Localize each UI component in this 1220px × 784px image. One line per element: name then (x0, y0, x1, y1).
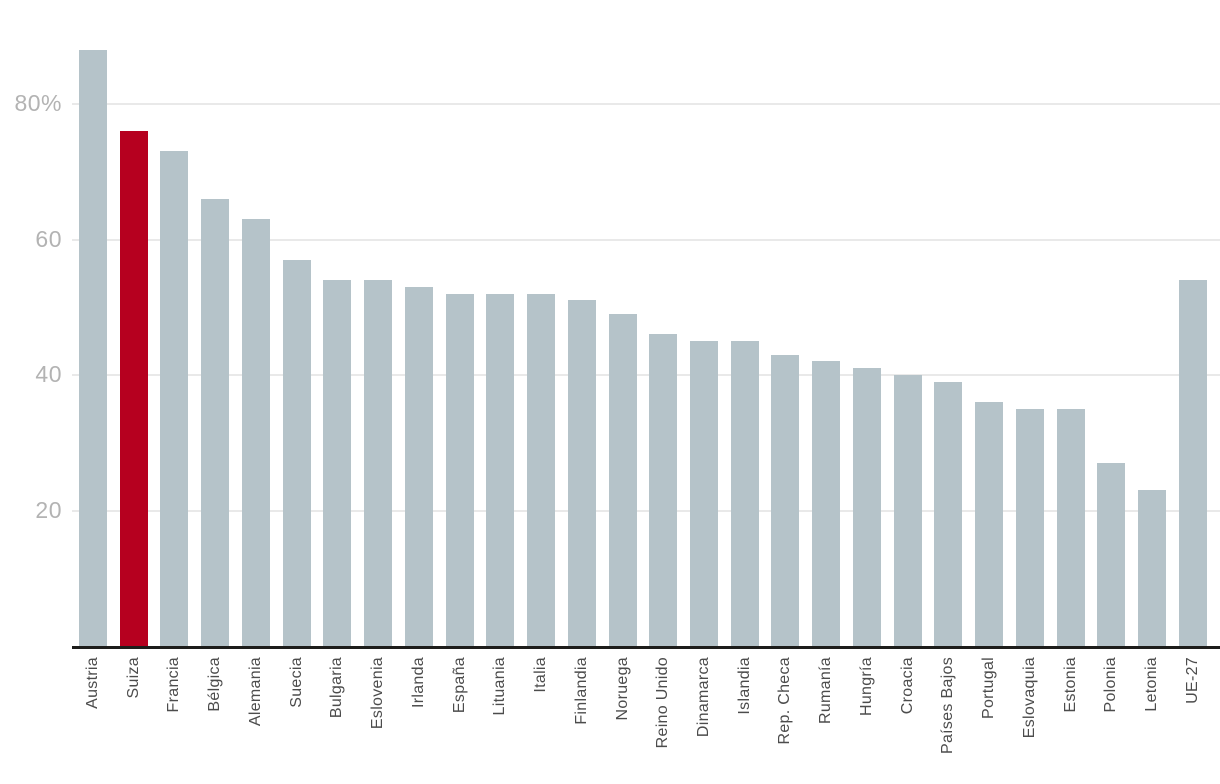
y-axis-tick-label: 20 (35, 496, 62, 523)
category-label-rep-checa: Rep. Checa (771, 657, 799, 784)
bar-letonia (1138, 490, 1167, 646)
x-axis-labels: Austria Suiza Francia Bélgica Alemania Suecia… (79, 657, 1207, 784)
gridline-60 (72, 238, 1220, 241)
category-label-text: Islandia (735, 657, 753, 715)
category-label-irlanda: Irlanda (405, 657, 433, 784)
category-label-text: Austria (84, 657, 101, 709)
category-label-noruega: Noruega (609, 657, 637, 784)
category-label-italia: Italia (527, 657, 555, 784)
category-label-text: Noruega (613, 657, 631, 721)
bar-espa-a (445, 294, 474, 646)
y-axis-tick-label: 80% (14, 90, 62, 116)
category-label-text: Suiza (124, 657, 142, 699)
category-label-b-lgica: Bélgica (201, 657, 229, 784)
bar-pa-ses-bajos (934, 382, 963, 646)
bar-islandia (730, 341, 759, 646)
category-label-text: Alemania (246, 657, 264, 727)
category-label-text: Francia (165, 657, 183, 713)
bar-ue-27 (1178, 280, 1207, 646)
category-label-espa-a: España (446, 657, 474, 784)
category-label-islandia: Islandia (731, 657, 759, 784)
bar-suecia (282, 260, 311, 646)
category-label-eslovenia: Eslovenia (364, 657, 392, 784)
category-label-text: Dinamarca (695, 657, 713, 738)
category-label-text: Irlanda (409, 657, 427, 709)
category-label-eslovaquia: Eslovaquia (1016, 657, 1044, 784)
category-label-letonia: Letonia (1138, 657, 1166, 784)
bar-croacia (893, 375, 922, 646)
category-label-francia: Francia (160, 657, 188, 784)
category-label-text: Letonia (1143, 657, 1161, 712)
category-label-ruman-a: Rumanía (812, 657, 840, 784)
bar-eslovaquia (1015, 409, 1044, 646)
category-label-text: Lituania (491, 657, 509, 716)
category-label-text: Hungría (857, 657, 875, 717)
bar-suiza (119, 131, 148, 646)
category-label-dinamarca: Dinamarca (690, 657, 718, 784)
bar-eslovenia (364, 280, 393, 646)
category-label-text: Rep. Checa (776, 657, 794, 745)
bar-hungr-a (852, 368, 881, 646)
category-label-bulgaria: Bulgaria (323, 657, 351, 784)
category-label-text: Italia (532, 657, 550, 693)
category-label-text: Eslovaquia (1020, 657, 1038, 739)
category-label-text: Croacia (898, 657, 916, 715)
category-label-text: Países Bajos (939, 657, 957, 754)
x-axis-line (72, 646, 1220, 649)
bar-noruega (608, 314, 637, 646)
category-label-suiza: Suiza (120, 657, 148, 784)
bar-ruman-a (812, 361, 841, 646)
bar-estonia (1056, 409, 1085, 646)
category-label-text: Finlandia (572, 657, 590, 725)
category-label-lituania: Lituania (486, 657, 514, 784)
bar-reino-unido (649, 334, 678, 646)
bar-b-lgica (201, 199, 230, 646)
category-label-text: Polonia (1102, 657, 1120, 713)
category-label-austria: Austria (79, 657, 107, 784)
bars-row (79, 0, 1207, 646)
bar-portugal (975, 402, 1004, 646)
gridline-40 (72, 374, 1220, 376)
category-label-croacia: Croacia (894, 657, 922, 784)
category-label-text: Bélgica (206, 657, 224, 712)
category-label-pa-ses-bajos: Países Bajos (934, 657, 962, 784)
category-label-text: Rumanía (817, 657, 835, 725)
category-label-portugal: Portugal (975, 657, 1003, 784)
category-label-estonia: Estonia (1057, 657, 1085, 784)
category-label-text: UE-27 (1183, 657, 1201, 704)
bar-francia (160, 151, 189, 646)
category-label-text: Portugal (980, 657, 998, 719)
category-label-text: España (450, 657, 468, 714)
category-label-suecia: Suecia (283, 657, 311, 784)
category-label-alemania: Alemania (242, 657, 270, 784)
gridline-80 (72, 103, 1220, 105)
bar-rep-checa (771, 355, 800, 646)
bar-italia (527, 294, 556, 646)
bar-dinamarca (690, 341, 719, 646)
category-label-text: Bulgaria (328, 657, 346, 719)
category-label-ue-27: UE-27 (1179, 657, 1207, 784)
category-label-polonia: Polonia (1097, 657, 1125, 784)
category-label-text: Reino Unido (654, 657, 672, 749)
bar-polonia (1097, 463, 1126, 646)
bar-lituania (486, 294, 515, 646)
bar-irlanda (404, 287, 433, 646)
y-axis-tick-label: 40 (35, 361, 62, 387)
bar-alemania (241, 219, 270, 646)
bar-austria (79, 50, 107, 646)
bar-bulgaria (323, 280, 352, 646)
category-label-text: Eslovenia (369, 657, 387, 730)
category-label-text: Suecia (287, 657, 305, 708)
category-label-reino-unido: Reino Unido (649, 657, 677, 784)
category-label-text: Estonia (1061, 657, 1079, 713)
gridline-20 (72, 509, 1220, 512)
category-label-finlandia: Finlandia (568, 657, 596, 784)
y-axis-tick-label: 60 (35, 225, 62, 252)
bar-finlandia (567, 300, 596, 646)
category-label-hungr-a: Hungría (853, 657, 881, 784)
